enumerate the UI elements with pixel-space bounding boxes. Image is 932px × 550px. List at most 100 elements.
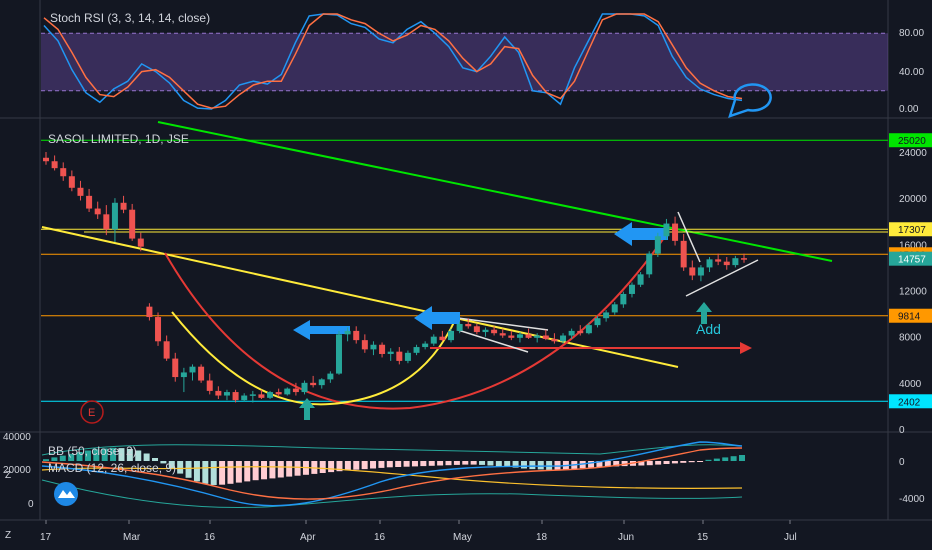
candle-body	[284, 388, 291, 395]
candle-body	[534, 335, 541, 338]
stoch-rsi-tick: 0.00	[899, 104, 919, 115]
macd-histogram-bar	[613, 461, 620, 467]
candle-body	[103, 214, 110, 230]
price-level-tag-label: 9814	[898, 312, 921, 323]
time-axis-tick-label: 16	[374, 532, 386, 543]
candle-body	[654, 236, 661, 254]
bb-tick: 20000	[3, 465, 31, 476]
candle-body	[327, 373, 334, 380]
macd-histogram-bar	[520, 461, 527, 469]
logo-mountain-icon	[58, 490, 75, 498]
candle-body	[663, 223, 670, 237]
stoch-rsi-band	[41, 33, 888, 91]
macd-histogram-bar	[344, 461, 351, 471]
bb-title: BB (50, close, 2)	[48, 444, 137, 458]
macd-histogram-bar	[294, 461, 301, 476]
candle-body	[585, 325, 592, 334]
macd-histogram-bar	[269, 461, 276, 479]
macd-histogram-bar	[638, 461, 645, 466]
candle-body	[223, 392, 230, 396]
candle-body	[741, 258, 747, 260]
red-arrow-head	[740, 342, 752, 354]
macd-histogram-bar	[437, 461, 444, 466]
teal-arrow-up-1	[299, 398, 315, 420]
stoch-rsi-title: Stoch RSI (3, 3, 14, 14, close)	[50, 11, 210, 25]
macd-histogram-bar	[84, 450, 91, 461]
macd-histogram-bar	[160, 461, 167, 464]
time-axis-tick-label: Apr	[300, 532, 316, 543]
price-level-tag-label: 14757	[898, 255, 926, 266]
macd-histogram-bar	[713, 458, 720, 461]
price-level-tag	[889, 251, 932, 266]
candle-body	[516, 334, 523, 338]
macd-pane[interactable]: BB (50, close, 2) MACD (12, 26, close, 9…	[3, 432, 925, 510]
candle-body	[267, 392, 274, 398]
bb-lower-line	[41, 479, 743, 509]
macd-histogram-bar	[370, 461, 377, 469]
candle-body	[603, 312, 610, 319]
macd-histogram-bar	[655, 461, 662, 465]
candle-body	[508, 335, 515, 338]
candle-body	[344, 330, 351, 335]
timezone-badge[interactable]: Z	[5, 470, 11, 481]
candle-body	[163, 341, 170, 359]
stoch-rsi-series-line	[43, 13, 743, 109]
macd-histogram-bar	[76, 452, 83, 461]
time-axis-tick-label: 15	[697, 532, 709, 543]
candle-body	[525, 334, 532, 338]
macd-histogram-bar	[286, 461, 293, 477]
stoch-rsi-pane[interactable]: Stoch RSI (3, 3, 14, 14, close) 80.00 40…	[41, 11, 924, 118]
bb-upper-line	[41, 444, 743, 456]
signal-line	[41, 447, 743, 500]
macd-histogram-bar	[504, 461, 511, 467]
price-axis-tick: 4000	[899, 379, 922, 390]
macd-histogram-bar	[43, 459, 49, 461]
earnings-badge[interactable]	[80, 400, 104, 424]
candle-body	[672, 223, 679, 241]
macd-histogram-bar	[353, 461, 360, 470]
candle-body	[473, 326, 480, 333]
macd-histogram-bar	[185, 461, 192, 478]
candle-body	[697, 267, 704, 276]
candle-body	[396, 351, 403, 361]
macd-histogram-bar	[118, 448, 125, 461]
macd-histogram-bar	[51, 457, 58, 461]
macd-histogram-bar	[453, 461, 460, 465]
macd-histogram-bar	[152, 458, 159, 461]
macd-histogram-bar	[445, 461, 452, 466]
candle-body	[249, 394, 256, 396]
price-axis-tick: 20000	[899, 194, 927, 205]
candle-body	[180, 372, 187, 378]
timezone-badge[interactable]: Z	[5, 530, 11, 541]
macd-histogram-bar	[739, 455, 745, 461]
downtrend-line-green	[157, 121, 833, 262]
macd-histogram-bar	[395, 461, 402, 467]
time-axis-tick-label: Jun	[618, 532, 634, 543]
macd-histogram-bar	[479, 461, 486, 465]
macd-histogram-bar	[663, 461, 670, 464]
macd-histogram-bar	[328, 461, 335, 473]
speech-bubble-drawing	[728, 83, 772, 118]
candle-body	[146, 306, 153, 318]
macd-histogram-bar	[722, 457, 729, 461]
macd-histogram-bar	[470, 461, 477, 465]
time-axis-tick-label: May	[453, 532, 472, 543]
macd-histogram-bar	[697, 461, 704, 462]
macd-histogram-bar	[227, 461, 234, 484]
macd-histogram-bar	[277, 461, 284, 478]
macd-histogram-bar	[495, 461, 502, 467]
candle-body	[413, 347, 420, 353]
stoch-rsi-tick: 80.00	[899, 28, 924, 39]
bb-tick: 0	[28, 499, 34, 510]
macd-tick: 0	[899, 457, 905, 468]
earnings-badge-label: E	[88, 407, 95, 419]
candle-body	[232, 392, 239, 401]
time-axis-tick-label: Jul	[784, 532, 797, 543]
price-pane[interactable]: Add SASOL LIMITED, 1D, JSE 24000 20000 160…	[41, 121, 932, 436]
candle-body	[301, 382, 308, 393]
flag-lines	[457, 317, 549, 353]
candle-body	[215, 390, 222, 396]
candle-body	[198, 366, 205, 381]
macd-histogram-bar	[671, 461, 678, 464]
